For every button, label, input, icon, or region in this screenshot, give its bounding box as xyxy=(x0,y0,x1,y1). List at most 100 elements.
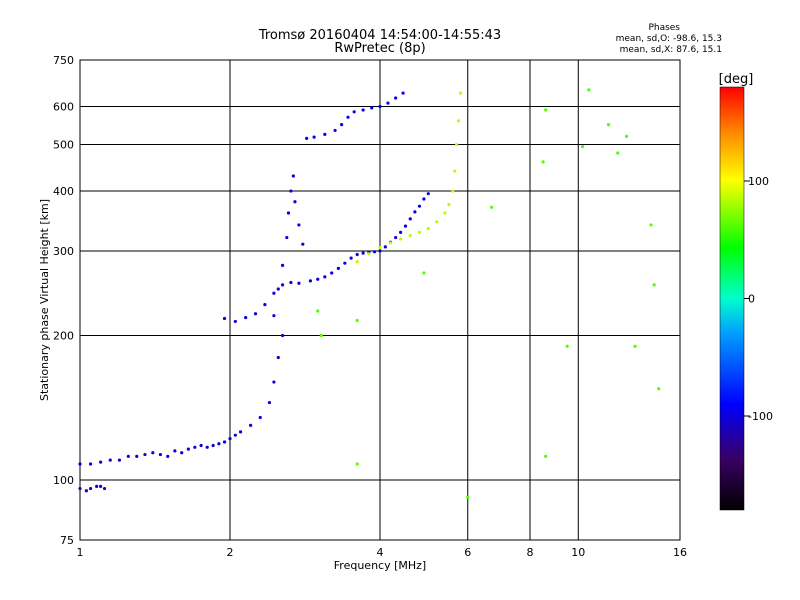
data-point xyxy=(336,266,340,270)
data-point xyxy=(135,454,139,459)
x-tick-label: 10 xyxy=(571,546,585,559)
data-point xyxy=(205,445,209,449)
x-tick-label: 6 xyxy=(464,546,471,559)
colorbar xyxy=(719,86,745,511)
data-point xyxy=(372,250,377,254)
data-point xyxy=(78,462,82,466)
data-point xyxy=(355,318,359,323)
data-point xyxy=(340,123,344,127)
data-point xyxy=(413,210,417,214)
data-point xyxy=(297,223,301,227)
data-point xyxy=(394,96,398,100)
data-point xyxy=(378,104,382,109)
phases-title: Phases xyxy=(648,23,680,33)
data-point xyxy=(99,460,103,464)
data-point xyxy=(388,241,393,245)
data-point xyxy=(84,489,88,493)
data-point xyxy=(158,452,163,457)
data-point xyxy=(293,200,297,204)
data-point xyxy=(263,302,267,307)
phases-x-stats: mean, sd,X: 87.6, 15.1 xyxy=(619,45,722,55)
y-tick-labels: 75 100 200 300 400 500 600 750 xyxy=(53,54,74,547)
colorbar-tick-label: 100 xyxy=(748,175,769,188)
data-point xyxy=(285,235,289,240)
data-point xyxy=(211,443,215,448)
data-point xyxy=(108,458,112,462)
data-point xyxy=(443,211,447,215)
data-point xyxy=(272,291,276,295)
data-point xyxy=(276,355,280,360)
data-point xyxy=(616,151,620,155)
data-point xyxy=(291,174,295,178)
data-point xyxy=(312,135,316,139)
data-point xyxy=(408,234,412,238)
data-point xyxy=(378,245,382,250)
data-point xyxy=(276,287,280,291)
data-point xyxy=(435,220,439,224)
data-point xyxy=(99,484,103,488)
y-tick-label: 200 xyxy=(53,330,74,343)
data-point xyxy=(352,110,356,114)
data-point xyxy=(280,333,285,338)
colorbar-ticks: 100 0 -100 xyxy=(744,175,773,423)
data-point xyxy=(606,123,611,127)
data-point xyxy=(657,387,661,391)
grid-lines xyxy=(79,59,681,541)
data-point xyxy=(422,271,426,275)
data-point xyxy=(466,495,470,500)
data-point xyxy=(233,433,237,437)
y-axis-label: Stationary phase Virtual Height [km] xyxy=(38,199,51,401)
y-tick-label: 600 xyxy=(53,101,74,114)
data-point xyxy=(249,423,253,427)
data-point xyxy=(355,252,359,257)
data-point xyxy=(316,309,320,313)
x-tick-label: 1 xyxy=(77,546,84,559)
data-point xyxy=(355,462,359,466)
data-point xyxy=(453,169,457,173)
data-point xyxy=(330,271,334,275)
phases-o-stats: mean, sd,O: -98.6, 15.3 xyxy=(615,34,722,44)
colorbar-tick-label: -100 xyxy=(748,410,773,423)
data-point xyxy=(544,108,548,112)
data-point xyxy=(308,279,313,283)
data-point xyxy=(228,436,232,441)
data-point xyxy=(316,277,320,281)
data-point xyxy=(378,249,382,253)
data-point xyxy=(624,134,629,138)
data-point xyxy=(361,251,365,255)
data-point xyxy=(222,440,227,444)
data-point xyxy=(286,211,291,215)
data-point xyxy=(422,197,426,201)
data-point xyxy=(253,312,258,316)
data-point xyxy=(217,442,221,446)
colorbar-label: [deg] xyxy=(719,72,754,87)
data-point xyxy=(370,106,374,110)
data-point xyxy=(233,319,237,324)
y-tick-label: 75 xyxy=(60,534,74,547)
data-point xyxy=(222,316,227,321)
data-point xyxy=(289,189,293,193)
data-point xyxy=(565,344,569,348)
chart-subtitle: RwPretec (8p) xyxy=(334,41,426,56)
data-point xyxy=(193,445,197,449)
data-point xyxy=(355,260,359,264)
data-point xyxy=(126,454,130,459)
data-point xyxy=(349,256,353,260)
data-point xyxy=(580,145,585,149)
data-point xyxy=(280,283,285,287)
data-point xyxy=(394,235,398,240)
y-tick-label: 100 xyxy=(53,474,74,487)
data-point xyxy=(166,454,170,459)
data-point xyxy=(199,443,203,448)
data-point xyxy=(280,263,285,267)
data-point xyxy=(417,230,422,235)
data-point xyxy=(272,380,276,384)
data-point xyxy=(186,447,190,451)
data-point xyxy=(386,101,390,105)
y-tick-label: 500 xyxy=(53,139,74,152)
data-point xyxy=(258,415,262,420)
data-point xyxy=(78,486,82,491)
data-point xyxy=(403,224,408,228)
data-point xyxy=(323,132,327,136)
